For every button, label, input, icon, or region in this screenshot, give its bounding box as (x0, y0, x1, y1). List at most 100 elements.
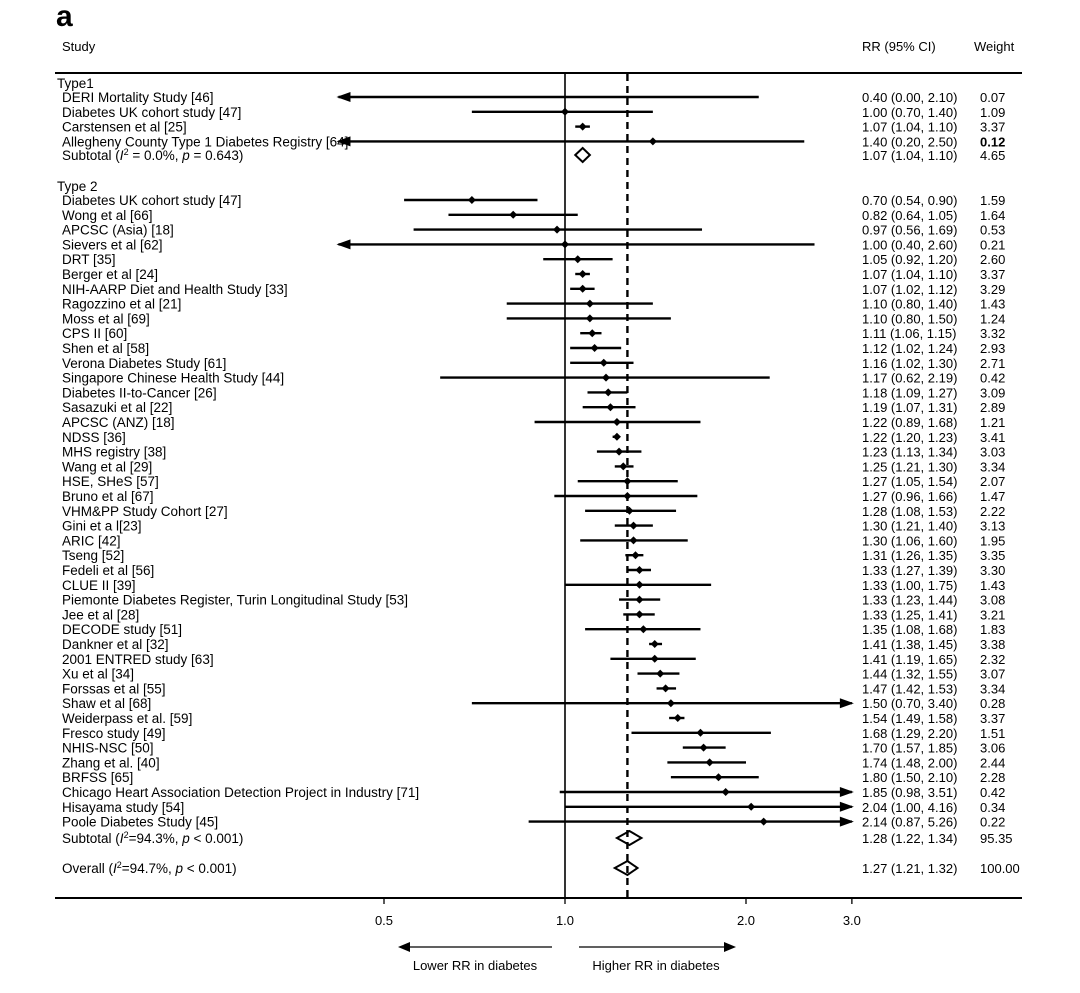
rr-ci-value: 1.33 (1.23, 1.44) (862, 593, 957, 608)
ci-right-arrowhead (839, 787, 854, 797)
x-axis: 0.5 1.0 2.0 3.0 (375, 74, 861, 928)
weight-value: 2.07 (980, 474, 1005, 489)
rr-ci-value: 1.70 (1.57, 1.85) (862, 741, 957, 756)
rr-ci-value: 1.07 (1.02, 1.12) (862, 282, 957, 297)
rr-ci-value: 0.82 (0.64, 1.05) (862, 208, 957, 223)
weight-value: 1.59 (980, 193, 1005, 208)
subtotal-type1-diamond (573, 146, 592, 164)
study-label: 2001 ENTRED study [63] (62, 652, 214, 667)
rr-ci-value: 1.30 (1.06, 1.60) (862, 533, 957, 548)
rr-ci-value: 1.10 (0.80, 1.40) (862, 297, 957, 312)
study-row: DRT [35] 1.05 (0.92, 1.20) 2.60 (62, 252, 1005, 267)
rr-ci-value: 1.10 (0.80, 1.50) (862, 311, 957, 326)
weight-value: 3.30 (980, 563, 1005, 578)
weight-value: 3.06 (980, 741, 1005, 756)
weight-value: 3.09 (980, 385, 1005, 400)
point-estimate (588, 329, 597, 338)
x-tick-label: 2.0 (737, 913, 755, 928)
study-label: Gini et a l[23] (62, 519, 142, 534)
weight-value: 3.07 (980, 667, 1005, 682)
study-label: MHS registry [38] (62, 445, 166, 460)
subtotal-type2-weight: 95.35 (980, 831, 1013, 846)
rr-ci-value: 0.70 (0.54, 0.90) (862, 193, 957, 208)
study-label: DRT [35] (62, 252, 116, 267)
rr-ci-value: 1.28 (1.08, 1.53) (862, 504, 957, 519)
overall-ci: 1.27 (1.21, 1.32) (862, 861, 957, 876)
weight-value: 0.34 (980, 800, 1005, 815)
weight-value: 0.07 (980, 90, 1005, 105)
study-row: Xu et al [34] 1.44 (1.32, 1.55) 3.07 (62, 667, 1005, 682)
rr-ci-value: 1.07 (1.04, 1.10) (862, 267, 957, 282)
weight-value: 0.42 (980, 371, 1005, 386)
study-row: HSE, SHeS [57] 1.27 (1.05, 1.54) 2.07 (62, 474, 1005, 489)
point-estimate (573, 255, 582, 264)
study-row: MHS registry [38] 1.23 (1.13, 1.34) 3.03 (62, 445, 1005, 460)
study-label: DERI Mortality Study [46] (62, 90, 214, 105)
point-estimate (666, 699, 675, 708)
point-estimate (585, 314, 594, 323)
rr-ci-value: 1.74 (1.48, 2.00) (862, 755, 957, 770)
rr-ci-value: 1.00 (0.70, 1.40) (862, 105, 957, 120)
subtotal-type2-diamond (614, 829, 644, 847)
weight-value: 2.44 (980, 755, 1005, 770)
point-estimate (699, 743, 708, 752)
point-estimate (585, 299, 594, 308)
study-row: Sievers et al [62] 1.00 (0.40, 2.60) 0.21 (62, 237, 1005, 252)
overall-weight: 100.00 (980, 861, 1020, 876)
study-row: Diabetes UK cohort study [47] 0.70 (0.54,… (62, 193, 1005, 208)
study-row: APCSC (Asia) [18] 0.97 (0.56, 1.69) 0.53 (62, 223, 1005, 238)
ci-left-arrowhead (336, 136, 351, 147)
study-label: Dankner et al [32] (62, 637, 169, 652)
study-label: Verona Diabetes Study [61] (62, 356, 226, 371)
point-estimate (553, 225, 562, 234)
study-row: Fresco study [49] 1.68 (1.29, 2.20) 1.51 (62, 726, 1005, 741)
weight-value: 0.42 (980, 785, 1005, 800)
weight-value: 1.47 (980, 489, 1005, 504)
study-label: Bruno et al [67] (62, 489, 154, 504)
weight-value: 0.22 (980, 815, 1005, 830)
point-estimate (599, 358, 608, 367)
point-estimate (635, 595, 644, 604)
study-row: Diabetes II-to-Cancer [26] 1.18 (1.09, 1.… (62, 385, 1005, 400)
overall-diamond (612, 859, 640, 877)
point-estimate (759, 817, 768, 826)
rr-ci-value: 1.41 (1.19, 1.65) (862, 652, 957, 667)
weight-value: 2.32 (980, 652, 1005, 667)
weight-value: 0.53 (980, 223, 1005, 238)
study-row: Tseng [52] 1.31 (1.26, 1.35) 3.35 (62, 548, 1005, 563)
study-label: APCSC (Asia) [18] (62, 223, 174, 238)
point-estimate (604, 388, 613, 397)
point-estimate (623, 477, 632, 486)
weight-value: 1.43 (980, 578, 1005, 593)
point-estimate (696, 728, 705, 737)
weight-value: 1.95 (980, 533, 1005, 548)
point-estimate (578, 122, 587, 131)
rr-ci-value: 1.07 (1.04, 1.10) (862, 120, 957, 135)
study-row: Diabetes UK cohort study [47] 1.00 (0.70,… (62, 105, 1005, 120)
study-label: HSE, SHeS [57] (62, 474, 159, 489)
point-estimate (673, 714, 682, 722)
study-row: Dankner et al [32] 1.41 (1.38, 1.45) 3.38 (62, 637, 1005, 652)
point-estimate (650, 640, 659, 648)
study-row: Singapore Chinese Health Study [44] 1.17 … (62, 371, 1005, 386)
point-estimate (619, 462, 628, 471)
study-row: Wong et al [66] 0.82 (0.64, 1.05) 1.64 (62, 208, 1005, 223)
weight-value: 3.37 (980, 711, 1005, 726)
group-label-type2: Type 2 (57, 179, 98, 194)
subtotal-type1-ci: 1.07 (1.04, 1.10) (862, 148, 957, 163)
study-row: 2001 ENTRED study [63] 1.41 (1.19, 1.65) 2… (62, 652, 1005, 667)
ci-left-arrowhead (336, 92, 351, 102)
weight-value: 3.08 (980, 593, 1005, 608)
rr-ci-value: 1.19 (1.07, 1.31) (862, 400, 957, 415)
weight-value: 2.71 (980, 356, 1005, 371)
study-row: VHM&PP Study Cohort [27] 1.28 (1.08, 1.53… (62, 504, 1005, 519)
weight-value: 1.09 (980, 105, 1005, 120)
weight-value: 2.28 (980, 770, 1005, 785)
weight-value: 1.64 (980, 208, 1005, 223)
ci-right-arrowhead (839, 816, 854, 827)
rr-ci-value: 1.80 (1.50, 2.10) (862, 770, 957, 785)
study-label: Jee et al [28] (62, 607, 139, 622)
x-tick-label: 3.0 (843, 913, 861, 928)
point-estimate (631, 551, 640, 560)
weight-value: 2.60 (980, 252, 1005, 267)
